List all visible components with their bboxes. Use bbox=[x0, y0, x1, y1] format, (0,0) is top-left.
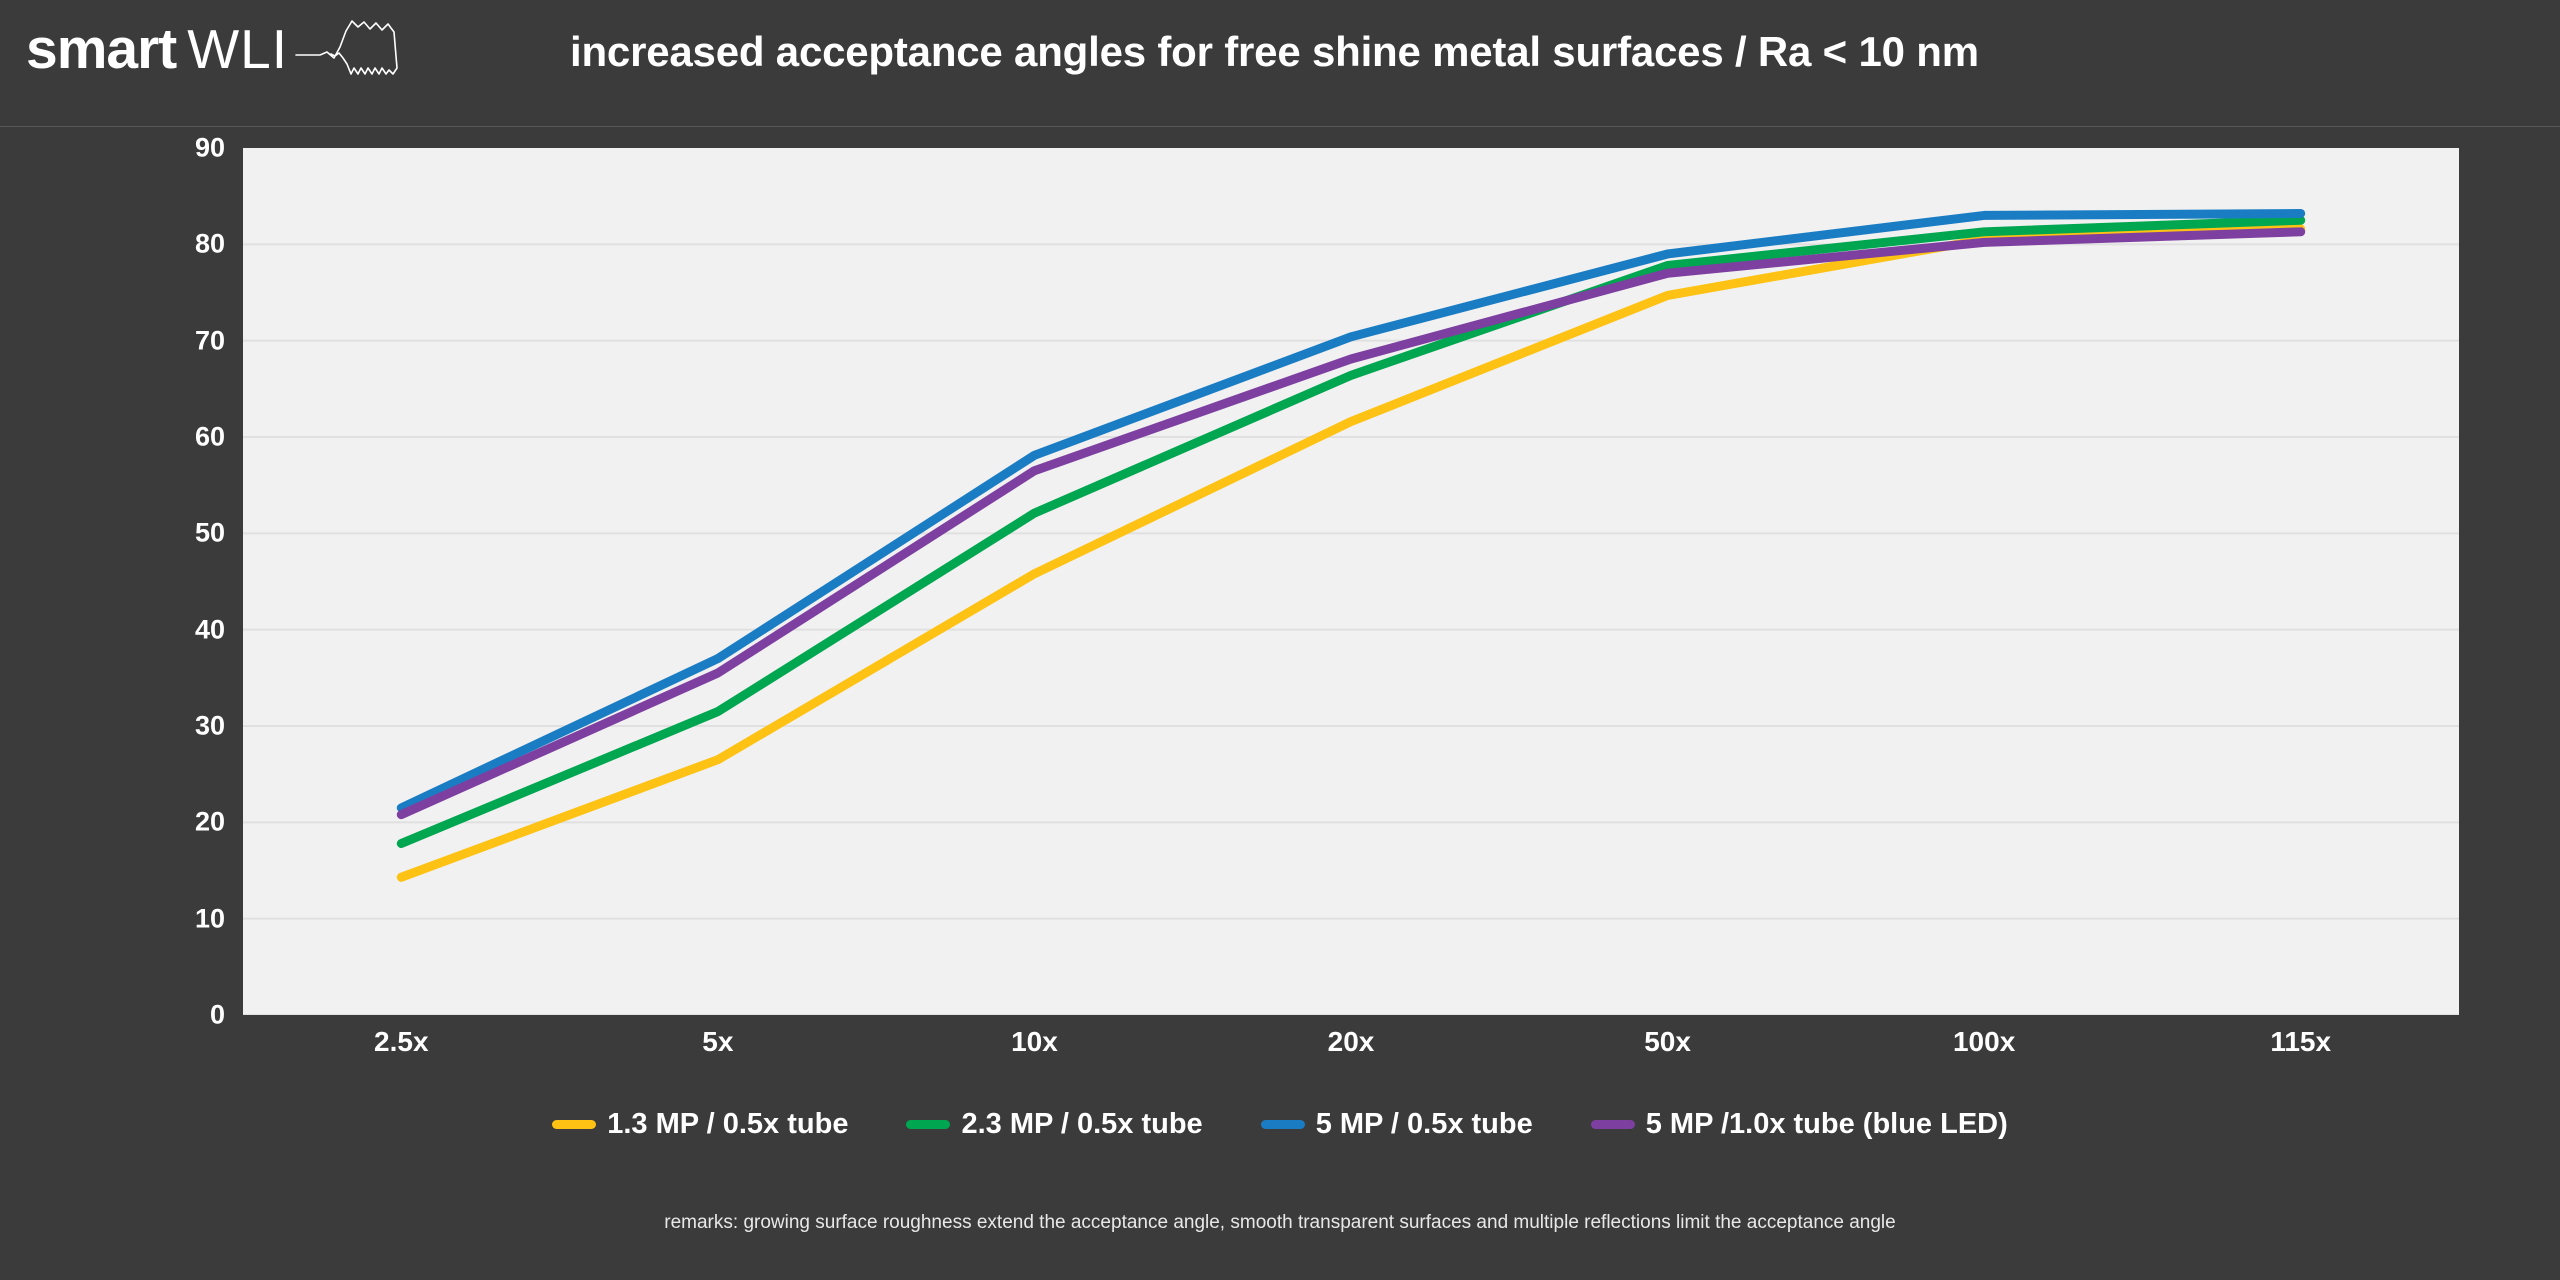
y-tick-label: 50 bbox=[194, 517, 225, 548]
legend-item-2[interactable]: 2.3 MP / 0.5x tube bbox=[906, 1108, 1203, 1141]
series-line-3 bbox=[396, 209, 2306, 813]
legend-item-3[interactable]: 5 MP / 0.5x tube bbox=[1260, 1108, 1533, 1141]
legend-swatch-2 bbox=[906, 1120, 951, 1129]
y-tick-label: 30 bbox=[194, 710, 225, 741]
y-tick-label: 40 bbox=[194, 614, 225, 645]
x-tick-label-2.5x: 2.5x bbox=[374, 1026, 429, 1057]
legend-swatch-1 bbox=[552, 1120, 597, 1129]
y-axis-tick-labels: 0 10 20 30 40 50 60 70 80 90 bbox=[100, 133, 225, 1030]
legend-swatch-3 bbox=[1260, 1120, 1305, 1129]
gridlines bbox=[243, 243, 2459, 1015]
x-tick-label-20x: 20x bbox=[1327, 1026, 1375, 1057]
legend-item-1[interactable]: 1.3 MP / 0.5x tube bbox=[552, 1108, 848, 1141]
y-tick-label: 90 bbox=[194, 132, 225, 163]
legend-item-4[interactable]: 5 MP /1.0x tube (blue LED) bbox=[1590, 1108, 2008, 1141]
y-tick-label: 20 bbox=[194, 806, 225, 837]
series-line-4 bbox=[396, 227, 2306, 820]
series-lines bbox=[396, 209, 2306, 882]
header-divider bbox=[0, 126, 2560, 127]
x-tick-label-5x: 5x bbox=[702, 1026, 734, 1057]
y-tick-label: 60 bbox=[194, 421, 225, 452]
y-tick-label: 70 bbox=[194, 325, 225, 356]
page-header: smart WLI increased acceptance angles fo… bbox=[0, 0, 2560, 126]
series-line-2 bbox=[396, 215, 2306, 849]
legend-label-4: 5 MP /1.0x tube (blue LED) bbox=[1645, 1108, 2008, 1140]
brand-logo: smart WLI bbox=[26, 18, 412, 80]
x-tick-label-100x: 100x bbox=[1952, 1026, 2016, 1057]
remarks-note: remarks: growing surface roughness exten… bbox=[664, 1212, 1896, 1233]
legend-label-3: 5 MP / 0.5x tube bbox=[1315, 1108, 1533, 1140]
x-tick-label-50x: 50x bbox=[1644, 1026, 1691, 1057]
plot-area bbox=[243, 148, 2459, 1015]
y-tick-label: 0 bbox=[209, 999, 225, 1030]
legend-label-1: 1.3 MP / 0.5x tube bbox=[607, 1108, 849, 1140]
interferogram-waveform-icon bbox=[295, 20, 398, 75]
y-tick-label: 10 bbox=[194, 903, 225, 934]
x-axis-tick-labels: 2.5x 5x 10x 20x 50x 100x 115x bbox=[243, 1026, 2459, 1070]
y-tick-label: 80 bbox=[194, 228, 225, 259]
line-chart-svg bbox=[243, 209, 2459, 1015]
legend-label-2: 2.3 MP / 0.5x tube bbox=[961, 1108, 1203, 1140]
page-title: increased acceptance angles for free shi… bbox=[570, 28, 1979, 75]
x-tick-label-10x: 10x bbox=[1011, 1026, 1058, 1057]
chart-legend: 1.3 MP / 0.5x tube 2.3 MP / 0.5x tube 5 MP… bbox=[0, 1108, 2560, 1141]
logo-text-wli: WLI bbox=[187, 17, 289, 80]
logo-text-smart: smart bbox=[26, 16, 177, 81]
x-tick-label-115x: 115x bbox=[2270, 1026, 2332, 1057]
legend-swatch-4 bbox=[1590, 1120, 1635, 1129]
series-line-1 bbox=[396, 224, 2306, 882]
